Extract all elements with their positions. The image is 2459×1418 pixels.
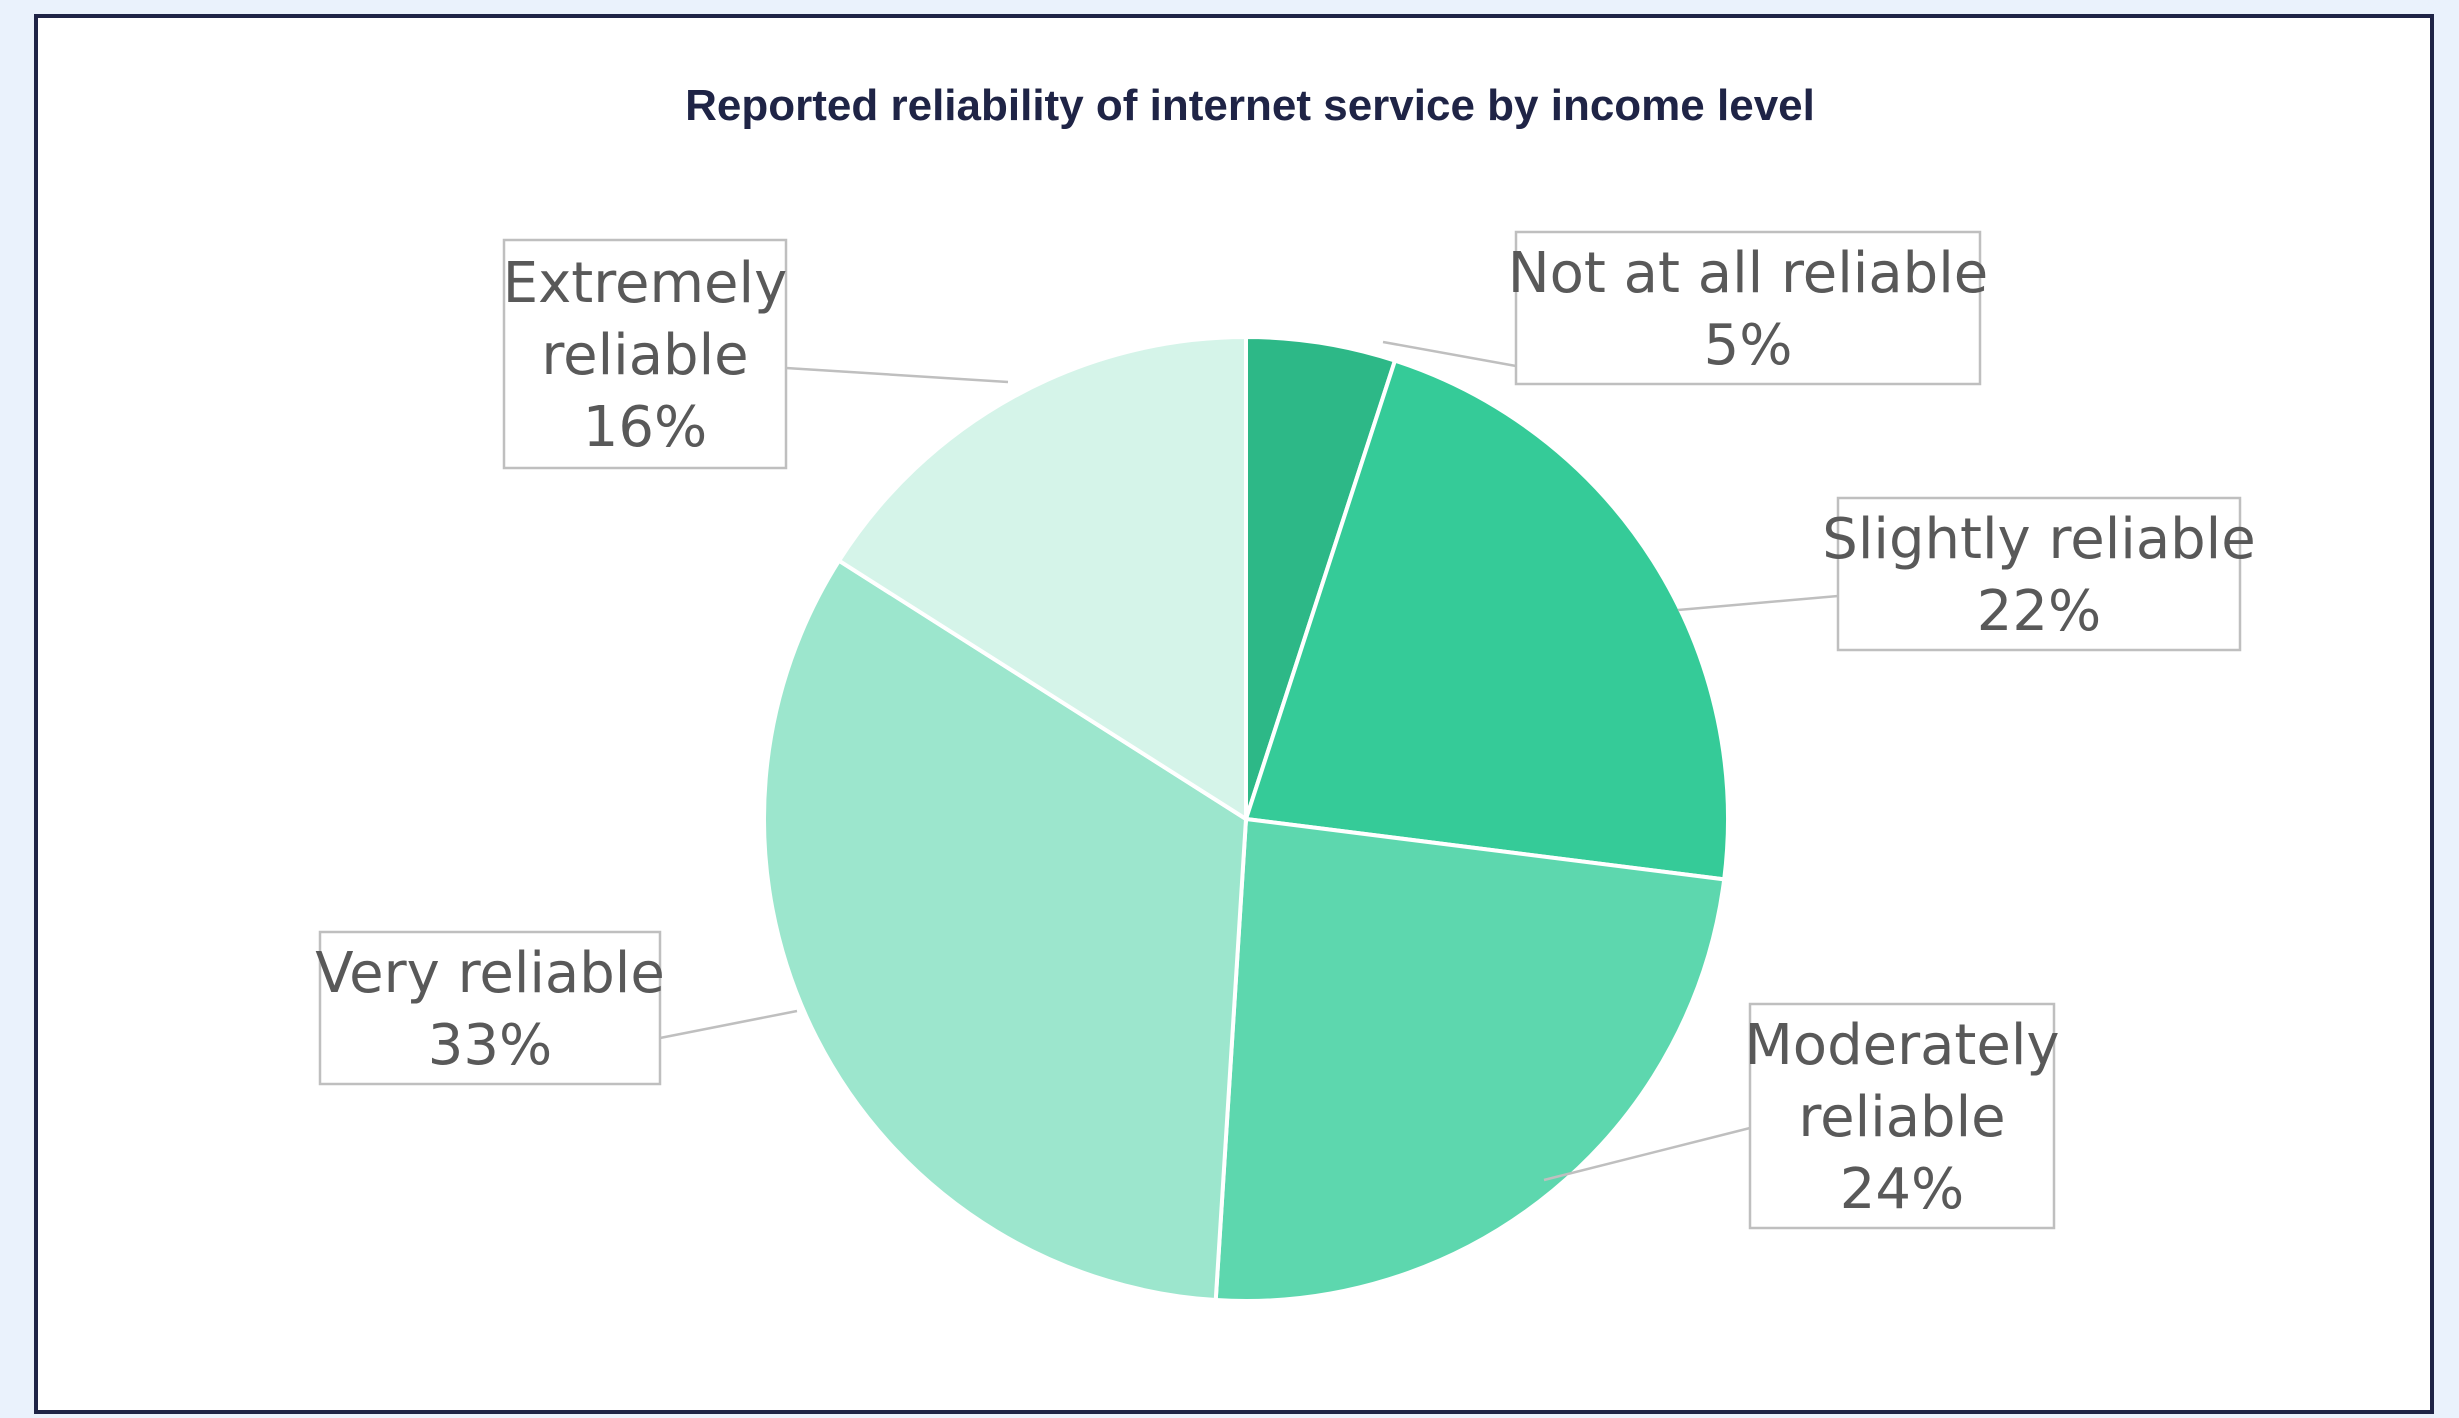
data-callouts: Not at all reliable 5% Slightly reliable 22…	[315, 230, 2256, 1230]
chart-title: Reported reliability of internet service…	[685, 81, 1815, 130]
leader-line-not-at-all-reliable	[1382, 340, 1517, 368]
data-label-category: Slightly reliable	[1822, 507, 2255, 572]
pie-slice-slightly-reliable	[1243, 358, 1730, 882]
callout-box	[318, 930, 662, 1086]
data-label-value: 16%	[583, 395, 707, 460]
pie-slices	[761, 334, 1730, 1303]
leader-line-extremely-reliable	[785, 366, 1009, 384]
leader-lines	[659, 340, 1839, 1182]
pie-slice-very-reliable	[761, 557, 1249, 1303]
data-label-extremely-reliable: Extremely reliable 16%	[502, 238, 788, 470]
callout-box	[1748, 1002, 2056, 1230]
data-label-very-reliable: Very reliable 33%	[315, 930, 665, 1086]
pie-slice-extremely-reliable	[836, 334, 1248, 823]
data-label-value: 22%	[1977, 579, 2101, 644]
callout-box	[1836, 496, 2242, 652]
leader-line-moderately-reliable	[1543, 1126, 1751, 1182]
data-label-category: Very reliable	[315, 941, 665, 1006]
data-label-moderately-reliable: Moderately reliable 24%	[1744, 1002, 2060, 1230]
pie-slice-moderately-reliable	[1213, 816, 1727, 1303]
data-label-not-at-all-reliable: Not at all reliable 5%	[1508, 230, 1988, 386]
data-label-value: 24%	[1840, 1157, 1964, 1222]
data-label-value: 33%	[428, 1013, 552, 1078]
data-label-value: 5%	[1704, 313, 1793, 378]
data-label-category: Moderately	[1744, 1013, 2059, 1078]
data-label-category: Extremely	[503, 251, 787, 316]
leader-line-slightly-reliable	[1677, 594, 1839, 612]
data-label-category: reliable	[1798, 1085, 2005, 1150]
data-label-category: Not at all reliable	[1508, 241, 1988, 306]
callout-box	[1514, 230, 1982, 386]
callout-box	[502, 238, 788, 470]
leader-line-very-reliable	[659, 1009, 798, 1040]
chart-frame: Reported reliability of internet service…	[34, 14, 2434, 1414]
pie-chart: Reported reliability of internet service…	[315, 81, 2256, 1303]
data-label-slightly-reliable: Slightly reliable 22%	[1822, 496, 2256, 652]
data-label-category: reliable	[541, 323, 748, 388]
